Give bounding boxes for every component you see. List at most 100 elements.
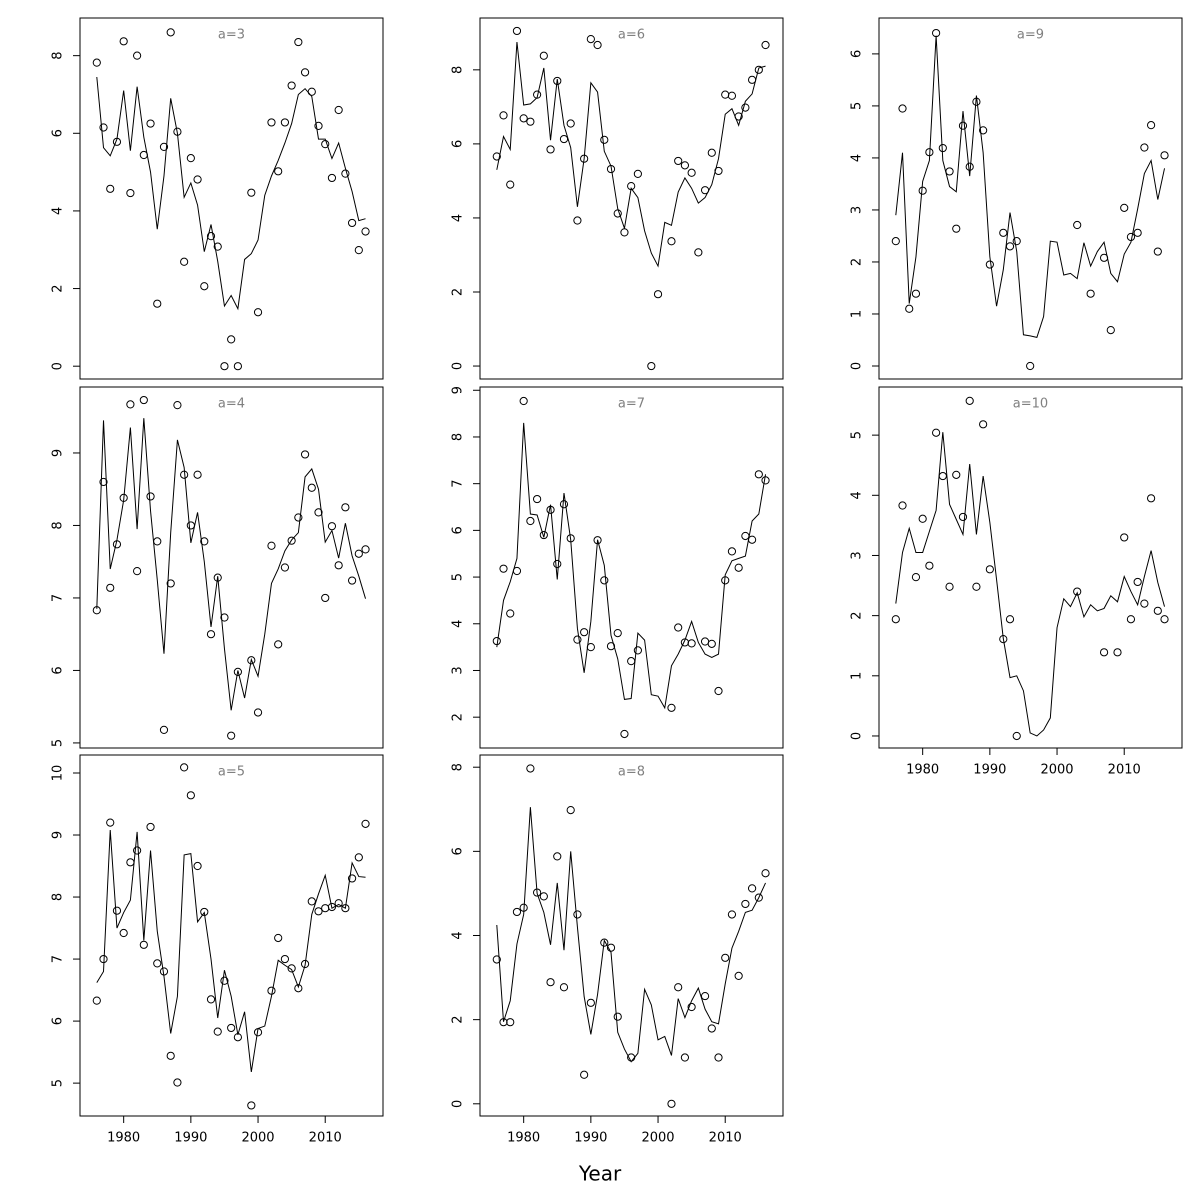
data-point [186,154,195,163]
data-point [979,126,988,135]
data-point [92,996,101,1005]
data-point [1146,494,1156,503]
data-point [206,232,216,241]
data-point [999,634,1008,644]
panel-title: a=6 [618,28,645,43]
x-tick-label: 2000 [1040,763,1073,778]
data-point [1126,615,1136,624]
data-point [633,646,642,655]
panel-title: a=5 [218,765,245,780]
data-point [687,1002,696,1012]
data-point [506,180,515,189]
data-point [99,954,108,964]
data-point [911,573,921,582]
data-point [92,58,101,67]
y-tick-label: 9 [51,831,66,839]
y-tick-label: 4 [451,931,466,939]
data-point [546,505,555,514]
data-point [180,470,189,479]
data-point [593,40,602,50]
data-point [220,976,229,985]
y-tick-label: 9 [451,386,466,394]
data-point [979,420,988,429]
data-point [580,628,589,637]
fitted-line [96,418,367,711]
y-tick-label: 6 [850,50,865,58]
data-point [985,565,994,574]
data-point [112,137,122,146]
data-point [526,764,535,773]
data-point [200,537,209,546]
data-point [200,282,209,291]
data-point [714,1053,723,1062]
y-tick-label: 1 [850,310,865,318]
data-point [1153,247,1162,256]
x-tick-label: 1980 [107,1131,140,1146]
data-point [287,81,296,90]
data-point [334,105,343,115]
data-point [600,938,609,947]
data-point [687,168,696,177]
data-point [119,493,128,503]
data-point [327,173,337,183]
y-tick-label: 2 [451,1016,466,1024]
y-tick-label: 2 [51,284,66,292]
data-point [714,166,723,176]
data-point [573,910,582,919]
data-point [985,260,994,269]
data-point [741,103,750,112]
y-tick-label: 8 [451,763,466,771]
y-tick-label: 2 [451,713,466,721]
data-point [606,164,616,174]
y-tick-label: 5 [51,739,66,747]
data-point [213,573,222,582]
data-point [220,613,229,622]
y-tick-label: 1 [850,672,865,680]
data-point [206,995,216,1004]
y-tick-label: 2 [850,611,865,619]
data-point [193,175,202,184]
data-point [512,26,522,36]
data-point [354,549,363,558]
data-point [1133,577,1142,587]
data-point [307,87,316,96]
data-point [613,209,622,218]
y-tick-label: 3 [451,666,466,674]
data-point [173,127,182,136]
panel-title: a=10 [1013,397,1048,412]
data-point [213,242,222,251]
data-point [553,76,562,86]
data-point [153,537,162,546]
data-point [361,545,370,554]
data-point [533,494,542,504]
y-tick-label: 8 [51,893,66,901]
data-point [133,51,142,60]
data-point [519,114,528,123]
fitted-line [96,76,366,311]
data-point [492,636,501,646]
data-point [674,983,683,992]
data-point [674,623,683,632]
data-point [112,540,122,549]
data-point [267,118,276,127]
data-point [539,892,548,901]
data-point [233,362,242,371]
data-point [687,639,696,648]
data-point [891,237,900,246]
data-point [354,246,363,255]
x-tick-label: 2010 [309,1131,342,1146]
y-tick-label: 6 [51,666,66,674]
data-point [159,967,169,976]
data-point [945,582,954,591]
y-tick-label: 2 [850,258,865,266]
data-point [727,91,737,100]
data-point [1026,361,1035,371]
y-tick-label: 2 [451,288,466,296]
data-point [680,1053,690,1062]
x-tick-label: 1990 [574,1131,607,1146]
data-point [186,791,195,800]
y-tick-label: 3 [850,551,865,559]
data-point [546,978,555,987]
data-point [952,470,961,479]
